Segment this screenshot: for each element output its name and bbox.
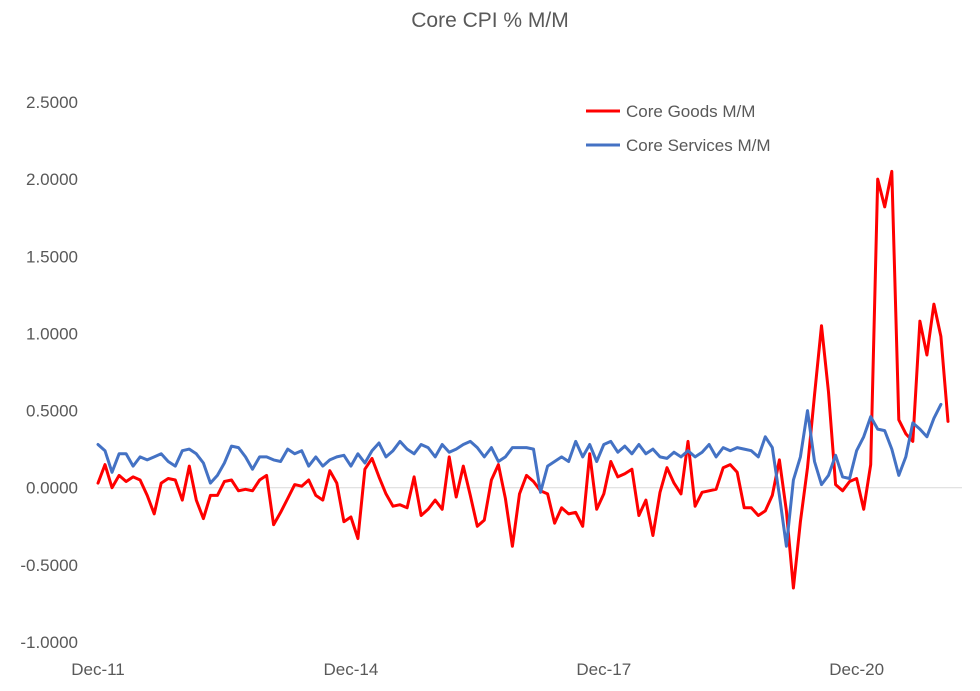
- y-axis: 2.5000 2.0000 1.5000 1.0000 0.5000 0.0000 -0.5…: [20, 93, 78, 652]
- x-tick-label: Dec-14: [323, 660, 378, 679]
- y-tick-label: -0.5000: [20, 556, 78, 575]
- y-tick-label: -1.0000: [20, 633, 78, 652]
- series-group: [96, 169, 950, 590]
- core-services-line: [96, 402, 943, 548]
- legend: Core Goods M/M Core Services M/M: [586, 102, 771, 155]
- x-tick-label: Dec-11: [71, 660, 125, 679]
- x-tick-label: Dec-20: [829, 660, 884, 679]
- y-tick-label: 2.0000: [26, 170, 78, 189]
- y-tick-label: 1.5000: [26, 247, 78, 266]
- y-tick-label: 1.0000: [26, 324, 78, 343]
- y-tick-label: 0.5000: [26, 402, 78, 421]
- y-tick-label: 0.0000: [26, 479, 78, 498]
- x-tick-label: Dec-17: [576, 660, 631, 679]
- x-axis: Dec-11 Dec-14 Dec-17 Dec-20: [71, 660, 884, 679]
- core-goods-line: [96, 169, 950, 590]
- y-tick-label: 2.5000: [26, 93, 78, 112]
- legend-core-services-label: Core Services M/M: [626, 136, 771, 155]
- legend-core-goods-label: Core Goods M/M: [626, 102, 755, 121]
- chart-title: Core CPI % M/M: [411, 9, 569, 32]
